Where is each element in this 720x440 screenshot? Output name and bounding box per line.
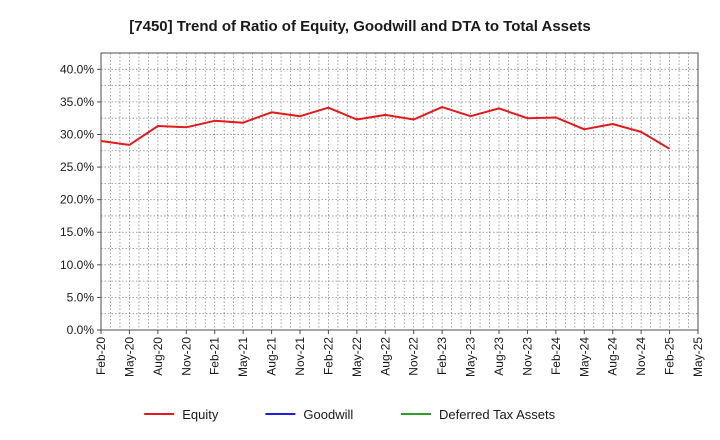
x-tick-label: Feb-24 bbox=[549, 337, 563, 375]
x-tick-label: Feb-23 bbox=[435, 337, 449, 375]
y-tick-label: 30.0% bbox=[60, 127, 94, 141]
x-tick-label: Aug-21 bbox=[265, 337, 279, 376]
legend-label-deferred-tax-assets: Deferred Tax Assets bbox=[439, 407, 556, 422]
x-tick-label: Aug-20 bbox=[151, 337, 165, 376]
x-tick-label: May-21 bbox=[236, 337, 250, 377]
y-tick-label: 15.0% bbox=[60, 225, 94, 239]
x-tick-label: May-20 bbox=[122, 337, 136, 377]
y-tick-label: 5.0% bbox=[67, 290, 95, 304]
series-layer bbox=[100, 106, 671, 150]
x-tick-label: Feb-21 bbox=[208, 337, 222, 375]
y-tick-label: 25.0% bbox=[60, 160, 94, 174]
x-tick-label: Nov-22 bbox=[407, 337, 421, 376]
y-tick-label: 40.0% bbox=[60, 62, 94, 76]
series-line-equity bbox=[100, 106, 671, 150]
x-tick-label: Nov-23 bbox=[520, 337, 534, 376]
x-tick-label: Nov-24 bbox=[634, 337, 648, 376]
x-tick-label: May-24 bbox=[577, 337, 591, 377]
x-tick-label: Nov-21 bbox=[293, 337, 307, 376]
legend-label-equity: Equity bbox=[182, 407, 219, 422]
axes-layer: 0.0% 5.0% 10.0% 15.0% 20.0% 25.0% 30.0% 35.0% 40… bbox=[60, 52, 705, 377]
x-tick-label: Feb-20 bbox=[94, 337, 108, 375]
y-tick-label: 35.0% bbox=[60, 95, 94, 109]
grid-layer bbox=[101, 53, 698, 330]
plot-frame bbox=[100, 52, 699, 331]
legend: Equity Goodwill Deferred Tax Assets bbox=[144, 407, 556, 422]
x-tick-label: Feb-25 bbox=[663, 337, 677, 375]
x-tick-label: Aug-24 bbox=[606, 337, 620, 376]
y-tick-label: 0.0% bbox=[67, 323, 95, 337]
x-tick-label: Feb-22 bbox=[321, 337, 335, 375]
y-tick-label: 20.0% bbox=[60, 193, 94, 207]
chart-title: [7450] Trend of Ratio of Equity, Goodwil… bbox=[129, 18, 590, 35]
x-tick-label: May-25 bbox=[691, 337, 705, 377]
y-tick-label: 10.0% bbox=[60, 258, 94, 272]
x-tick-label: May-22 bbox=[350, 337, 364, 377]
legend-label-goodwill: Goodwill bbox=[303, 407, 353, 422]
x-tick-label: Aug-22 bbox=[378, 337, 392, 376]
x-tick-label: Aug-23 bbox=[492, 337, 506, 376]
x-tick-label: Nov-20 bbox=[179, 337, 193, 376]
x-tick-label: May-23 bbox=[464, 337, 478, 377]
